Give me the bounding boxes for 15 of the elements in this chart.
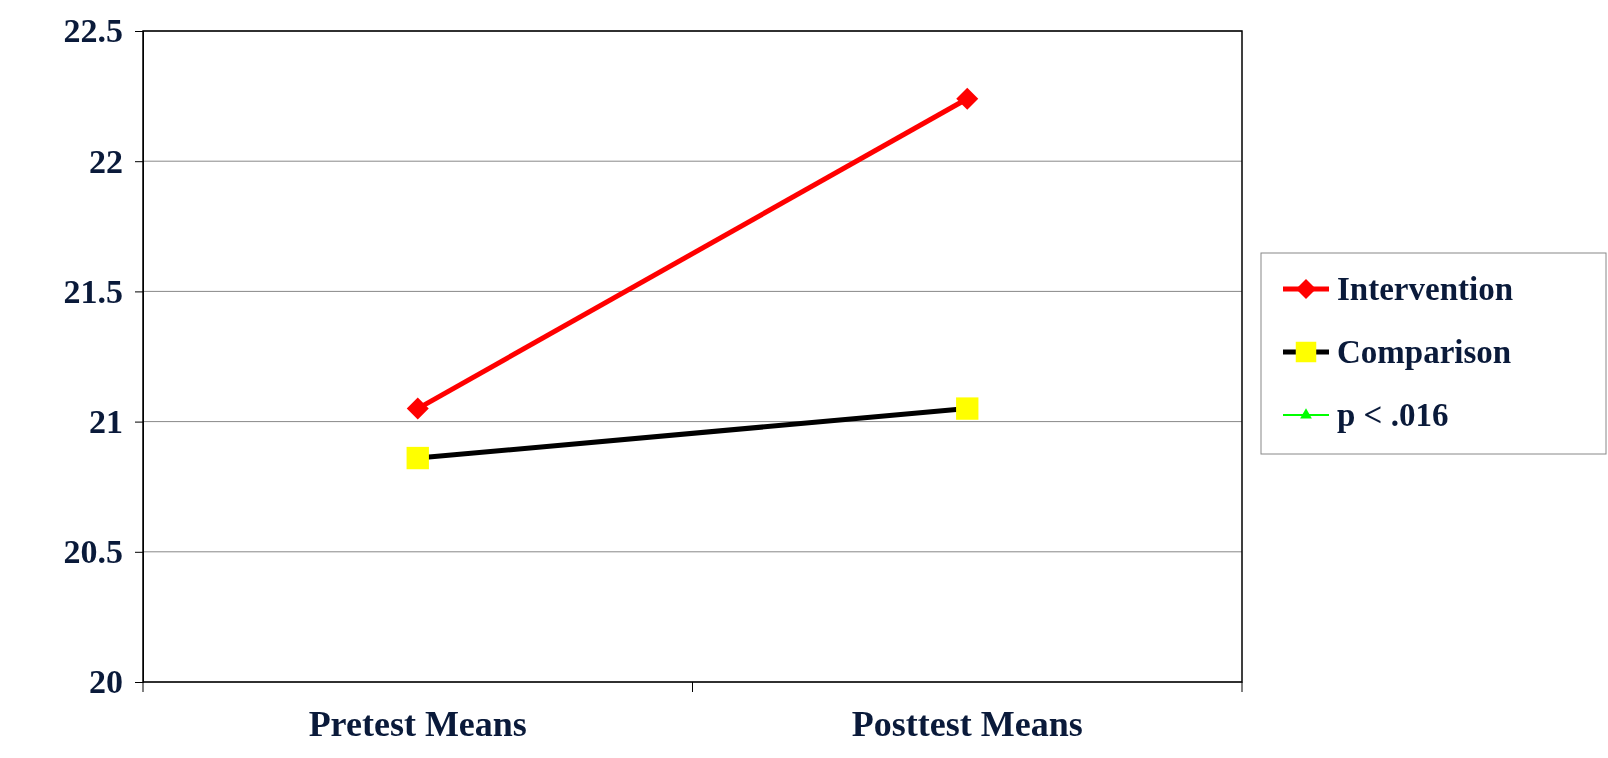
- y-tick-label: 21: [89, 402, 123, 440]
- point: [956, 397, 979, 420]
- legend-label: p < .016: [1337, 397, 1449, 433]
- point: [406, 397, 429, 420]
- point: [956, 87, 979, 110]
- x-tick-label: Pretest Means: [308, 703, 527, 744]
- y-tick-label: 21.5: [63, 272, 123, 310]
- y-tick-label: 20.5: [63, 533, 123, 571]
- y-tick-label: 20: [89, 663, 123, 701]
- legend-label: Comparison: [1337, 334, 1512, 370]
- point: [406, 446, 429, 470]
- y-tick-label: 22: [89, 142, 123, 180]
- y-tick-label: 22.5: [63, 12, 123, 50]
- legend-label: Intervention: [1337, 271, 1513, 307]
- x-tick-label: Posttest Means: [851, 703, 1083, 744]
